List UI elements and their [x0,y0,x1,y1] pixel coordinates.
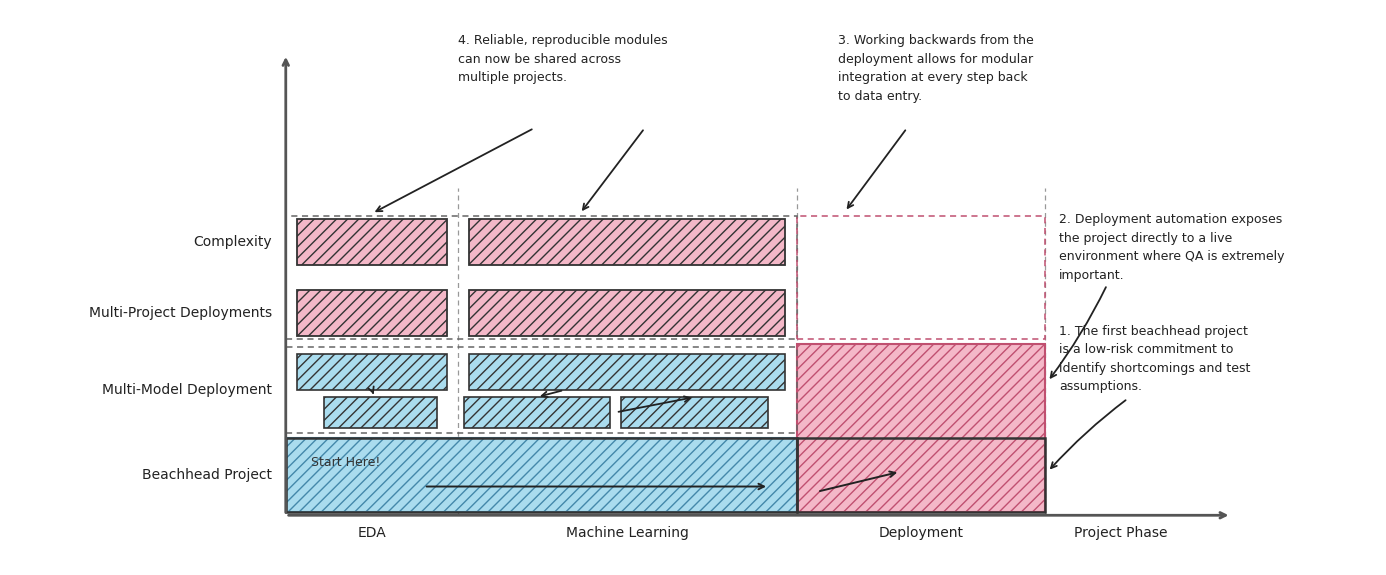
Bar [464,397,610,428]
Bar [797,216,1045,339]
Bar [297,354,448,390]
Bar [470,290,786,336]
Bar [324,397,437,428]
Bar [297,290,448,336]
Text: 4. Reliable, reproducible modules
can now be shared across
multiple projects.: 4. Reliable, reproducible modules can no… [459,34,668,84]
Bar [286,438,797,512]
Text: 2. Deployment automation exposes
the project directly to a live
environment wher: 2. Deployment automation exposes the pro… [1059,213,1285,282]
Text: Complexity: Complexity [193,235,272,249]
Text: Start Here!: Start Here! [310,455,380,469]
Text: Beachhead Project: Beachhead Project [141,469,272,482]
Bar [797,438,1045,512]
Bar [621,397,768,428]
Bar [297,218,448,265]
Bar [470,354,786,390]
Text: Multi-Model Deployment: Multi-Model Deployment [103,383,272,397]
Text: EDA: EDA [358,526,387,539]
Bar [286,347,797,433]
Bar [470,218,786,265]
Text: 3. Working backwards from the
deployment allows for modular
integration at every: 3. Working backwards from the deployment… [839,34,1034,102]
Bar [797,344,1045,512]
Bar [286,216,797,339]
Text: Machine Learning: Machine Learning [565,526,689,539]
Text: Project Phase: Project Phase [1074,526,1167,539]
Text: Deployment: Deployment [879,526,963,539]
Bar [286,438,797,512]
Text: Multi-Project Deployments: Multi-Project Deployments [89,306,272,320]
Text: 1. The first beachhead project
is a low-risk commitment to
identify shortcomings: 1. The first beachhead project is a low-… [1059,324,1250,393]
